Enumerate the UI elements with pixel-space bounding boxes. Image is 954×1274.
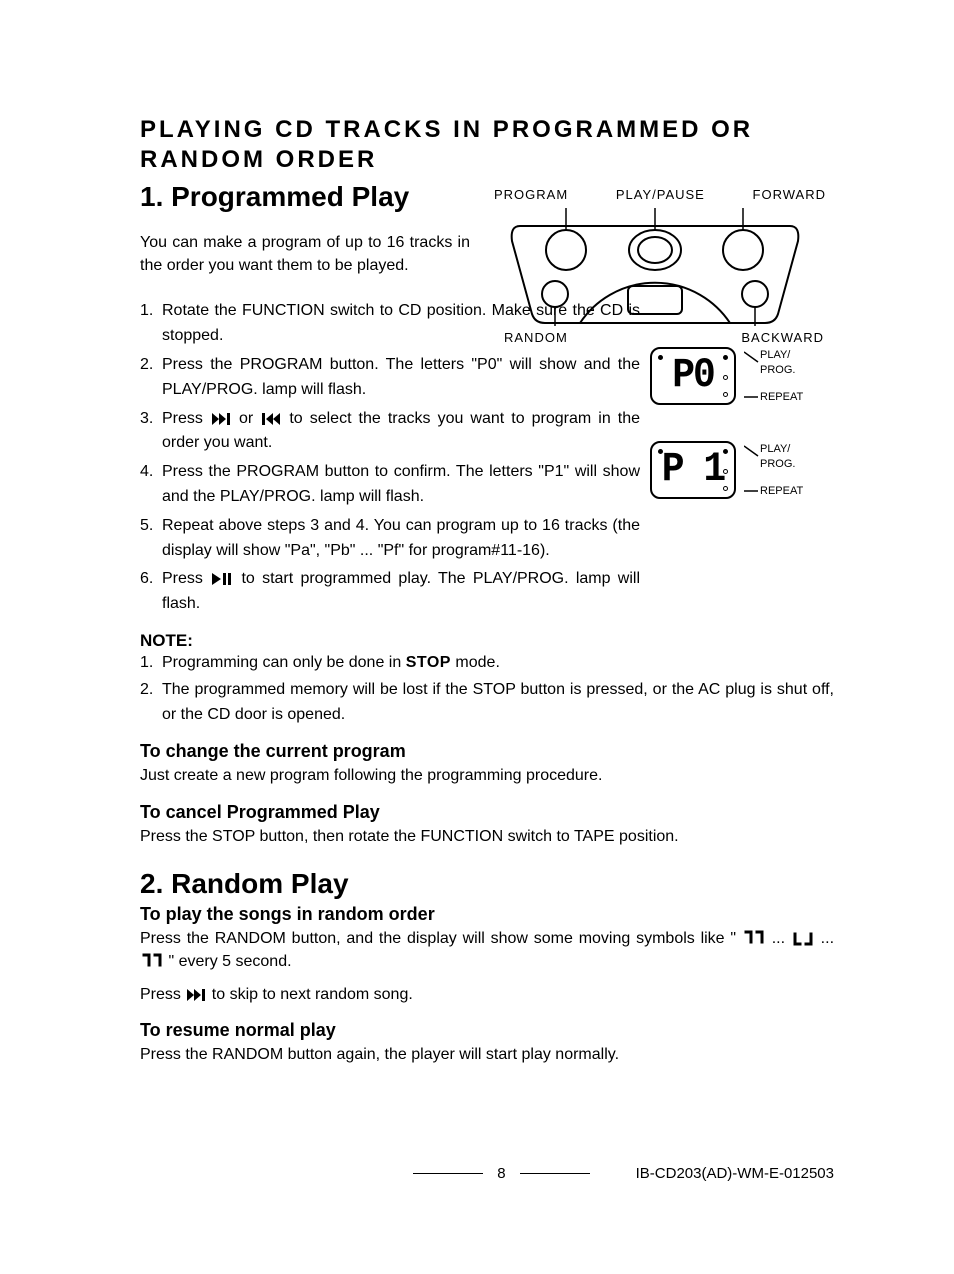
random-text: Press the RANDOM button, and the display…: [140, 927, 834, 973]
segment-shape-1-icon: [744, 930, 764, 946]
skip-text: Press to skip to next random song.: [140, 983, 834, 1006]
resume-heading: To resume normal play: [140, 1020, 834, 1041]
backward-icon: [262, 413, 280, 425]
step-5: 5. Repeat above steps 3 and 4. You can p…: [140, 514, 640, 564]
lcd-p1: P 1 PLAY/ PROG. REPEAT: [650, 441, 803, 499]
section1-intro: You can make a program of up to 16 track…: [140, 231, 470, 277]
step-3: 3. Press or to select the tracks you wan…: [140, 407, 640, 457]
doc-id: IB-CD203(AD)-WM-E-012503: [636, 1165, 834, 1182]
cancel-text: Press the STOP button, then rotate the F…: [140, 825, 834, 848]
change-text: Just create a new program following the …: [140, 764, 834, 787]
play-pause-icon: [212, 573, 232, 585]
label-playpause: PLAY/PAUSE: [616, 187, 705, 202]
label-program: PROGRAM: [494, 187, 568, 202]
forward-icon: [187, 989, 205, 1001]
step-2: 2. Press the PROGRAM button. The letters…: [140, 353, 640, 403]
segment-shape-3-icon: [142, 953, 162, 969]
step-1: 1. Rotate the FUNCTION switch to CD posi…: [140, 299, 640, 349]
change-heading: To change the current program: [140, 741, 834, 762]
step-4: 4. Press the PROGRAM button to confirm. …: [140, 460, 640, 510]
page-number: 8: [497, 1165, 505, 1182]
page-title: PLAYING CD TRACKS IN PROGRAMMED OR RANDO…: [140, 115, 834, 175]
lcd-p0: P0 PLAY/ PROG. REPEAT: [650, 347, 803, 405]
section2-heading: 2. Random Play: [140, 868, 834, 900]
step-6: 6. Press to start programmed play. The P…: [140, 567, 640, 617]
note-heading: NOTE:: [140, 631, 834, 651]
note-2: 2. The programmed memory will be lost if…: [140, 678, 834, 728]
note-1: 1. Programming can only be done in STOP …: [140, 651, 834, 676]
cancel-heading: To cancel Programmed Play: [140, 802, 834, 823]
random-heading: To play the songs in random order: [140, 904, 834, 925]
forward-icon: [212, 413, 230, 425]
resume-text: Press the RANDOM button again, the playe…: [140, 1043, 834, 1066]
segment-shape-2-icon: [793, 930, 813, 946]
page-footer: 8 IB-CD203(AD)-WM-E-012503: [140, 1165, 834, 1182]
label-forward: FORWARD: [753, 187, 826, 202]
